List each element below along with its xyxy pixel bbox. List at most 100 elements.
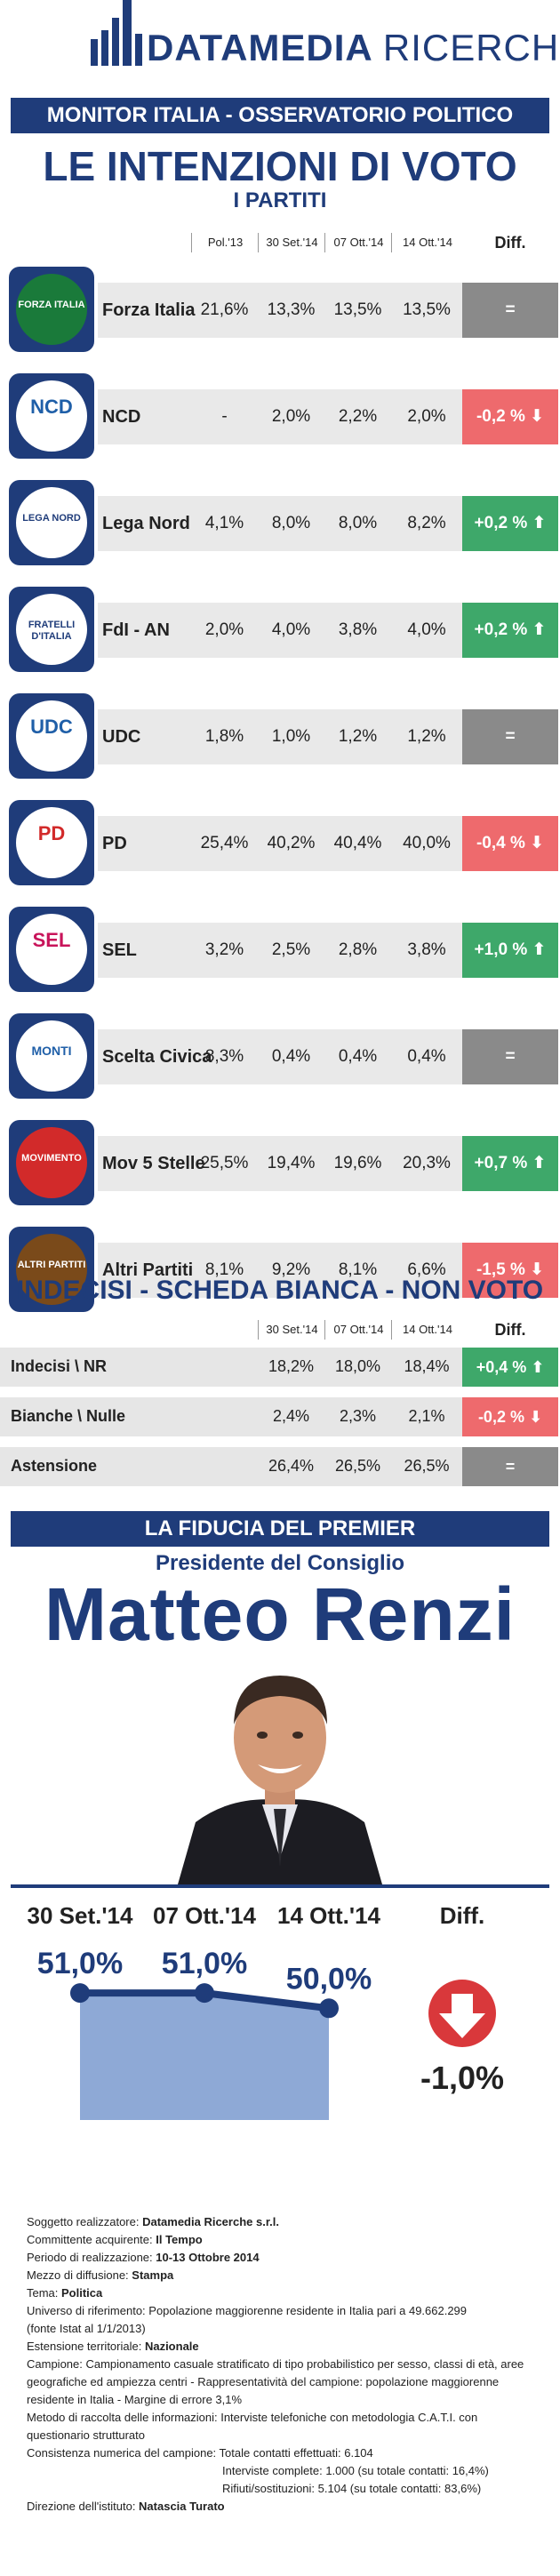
party-name: SEL	[102, 940, 137, 960]
methodology-notes: Soggetto realizzatore: Datamedia Ricerch…	[27, 2213, 542, 2516]
indecisi-value: 26,5%	[334, 1457, 381, 1475]
premier-area	[80, 1993, 329, 2120]
party-row: MONTI Scelta Civica 8,3% 0,4% 0,4% 0,4% =	[0, 1003, 560, 1100]
note-line: (fonte Istat al 1/1/2013)	[27, 2322, 146, 2335]
col-header-07ott: 07 Ott.'14	[324, 233, 392, 252]
premier-value-label: 51,0%	[37, 1947, 123, 1980]
row-band	[98, 923, 462, 978]
col-header-30set: 30 Set.'14	[258, 233, 325, 252]
party-name: Altri Partiti	[102, 1260, 194, 1280]
premier-date-diff: Diff.	[439, 1902, 485, 1929]
row-band	[98, 496, 462, 551]
party-logo-emblem: LEGA NORD	[16, 487, 87, 558]
party-logo-emblem: MONTI	[16, 1020, 87, 1092]
party-value: 19,6%	[333, 1154, 382, 1172]
note-line: Tema: Politica	[27, 2286, 103, 2300]
row-band	[98, 283, 462, 338]
indecisi-value: 2,1%	[408, 1407, 445, 1425]
indecisi-value: 2,3%	[339, 1407, 377, 1425]
party-logo-text: MOVIMENTO	[21, 1153, 82, 1164]
ind-col-07ott: 07 Ott.'14	[324, 1320, 392, 1340]
party-row: SEL SEL 3,2% 2,5% 2,8% 3,8% +1,0 % ⬆	[0, 896, 560, 994]
party-logo: NCD	[9, 373, 94, 459]
note-line: Metodo di raccolta delle informazioni: I…	[27, 2411, 478, 2442]
party-diff: -0,4 % ⬇	[462, 816, 558, 871]
premier-date-3: 14 Ott.'14	[276, 1902, 380, 1929]
party-logo: LEGA NORD	[9, 480, 94, 565]
party-logo-emblem: MOVIMENTO	[16, 1127, 87, 1198]
datamedia-logo	[91, 0, 142, 66]
down-arrow-glyph	[439, 1994, 485, 2038]
note-line: Rifiuti/sostituzioni: 5.104 (su totale c…	[222, 2482, 482, 2495]
premier-date-1: 30 Set.'14	[27, 1902, 133, 1929]
party-name: UDC	[102, 727, 141, 747]
party-value: 9,2%	[271, 1260, 311, 1279]
party-logo-emblem: ALTRI PARTITI	[16, 1234, 87, 1305]
premier-point	[195, 1983, 214, 2004]
page-title: LE INTENZIONI DI VOTO	[43, 143, 517, 189]
party-diff: =	[462, 1029, 558, 1084]
party-logo-text: UDC	[30, 716, 73, 738]
premier-point	[70, 1983, 90, 2004]
party-row: NCD NCD - 2,0% 2,2% 2,0% -0,2 % ⬇	[0, 363, 560, 460]
party-logo-text: ALTRI PARTITI	[17, 1260, 86, 1270]
premier-divider	[11, 1884, 549, 1888]
party-row: ALTRI PARTITI Altri Partiti 8,1% 9,2% 8,1% 6,…	[0, 1216, 560, 1314]
party-value: 8,0%	[338, 514, 378, 532]
col-header-diff: Diff.	[494, 234, 526, 252]
indecisi-diff: =	[462, 1447, 558, 1486]
party-value: 1,2%	[407, 727, 446, 746]
party-diff: -0,2 % ⬇	[462, 389, 558, 444]
party-value: 8,1%	[338, 1260, 378, 1279]
party-diff: +1,0 % ⬆	[462, 923, 558, 978]
party-row: UDC UDC 1,8% 1,0% 1,2% 1,2% =	[0, 683, 560, 780]
indecisi-diff: -0,2 % ⬇	[462, 1397, 558, 1436]
premier-value-label: 51,0%	[162, 1947, 247, 1980]
party-value: 3,8%	[407, 940, 446, 959]
row-band	[0, 1397, 462, 1436]
premier-name: Matteo Renzi	[44, 1572, 516, 1656]
row-band	[98, 1029, 462, 1084]
note-line: Interviste complete: 1.000 (su totale co…	[222, 2464, 489, 2477]
party-name: FdI - AN	[102, 620, 170, 640]
party-value: 0,4%	[338, 1047, 378, 1066]
logo-rest: RICERCHE	[382, 27, 560, 68]
party-diff: =	[462, 283, 558, 338]
party-diff: =	[462, 709, 558, 764]
party-diff: +0,2 % ⬆	[462, 603, 558, 658]
row-band	[98, 1243, 462, 1298]
premier-point	[319, 1998, 339, 2019]
premier-chart: 51,0% 51,0% 50,0% -1,0%	[37, 1947, 504, 2120]
party-value: 40,4%	[333, 834, 382, 852]
premier-role: Presidente del Consiglio	[155, 1551, 405, 1575]
party-row: FRATELLI D'ITALIA FdI - AN 2,0% 4,0% 3,8% 4,0…	[0, 576, 560, 674]
premier-date-2: 07 Ott.'14	[152, 1902, 256, 1929]
party-value: 13,3%	[267, 300, 316, 319]
party-logo-text: LEGA NORD	[22, 513, 81, 524]
indecisi-row: Astensione 26,4% 26,5% 26,5% =	[0, 1444, 560, 1488]
party-value: 6,6%	[407, 1260, 446, 1279]
party-logo: FRATELLI D'ITALIA	[9, 587, 94, 672]
indecisi-value: 18,4%	[404, 1357, 450, 1375]
premier-portrait	[178, 1676, 382, 1884]
party-logo: FORZA ITALIA	[9, 267, 94, 352]
party-diff: +0,7 % ⬆	[462, 1136, 558, 1191]
party-name: NCD	[102, 407, 141, 427]
party-value: 25,5%	[200, 1154, 249, 1172]
party-value: 8,2%	[407, 514, 446, 532]
party-value: 13,5%	[333, 300, 382, 319]
col-header-14ott: 14 Ott.'14	[391, 233, 463, 252]
party-value: 3,8%	[338, 620, 378, 639]
party-logo-emblem: FRATELLI D'ITALIA	[16, 594, 87, 665]
indecisi-label: Astensione	[11, 1457, 98, 1475]
note-line: Periodo di realizzazione: 10-13 Ottobre …	[27, 2251, 260, 2264]
indecisi-value: 18,0%	[334, 1357, 381, 1375]
row-band	[0, 1447, 462, 1486]
party-logo: ALTRI PARTITI	[9, 1227, 94, 1312]
party-value: 2,0%	[271, 407, 311, 426]
note-line: Campione: Campionamento casuale stratifi…	[27, 2357, 524, 2406]
page-subtitle: I PARTITI	[233, 188, 327, 212]
party-logo: PD	[9, 800, 94, 885]
party-value: 8,1%	[204, 1260, 244, 1279]
party-name: Scelta Civica	[102, 1047, 212, 1067]
